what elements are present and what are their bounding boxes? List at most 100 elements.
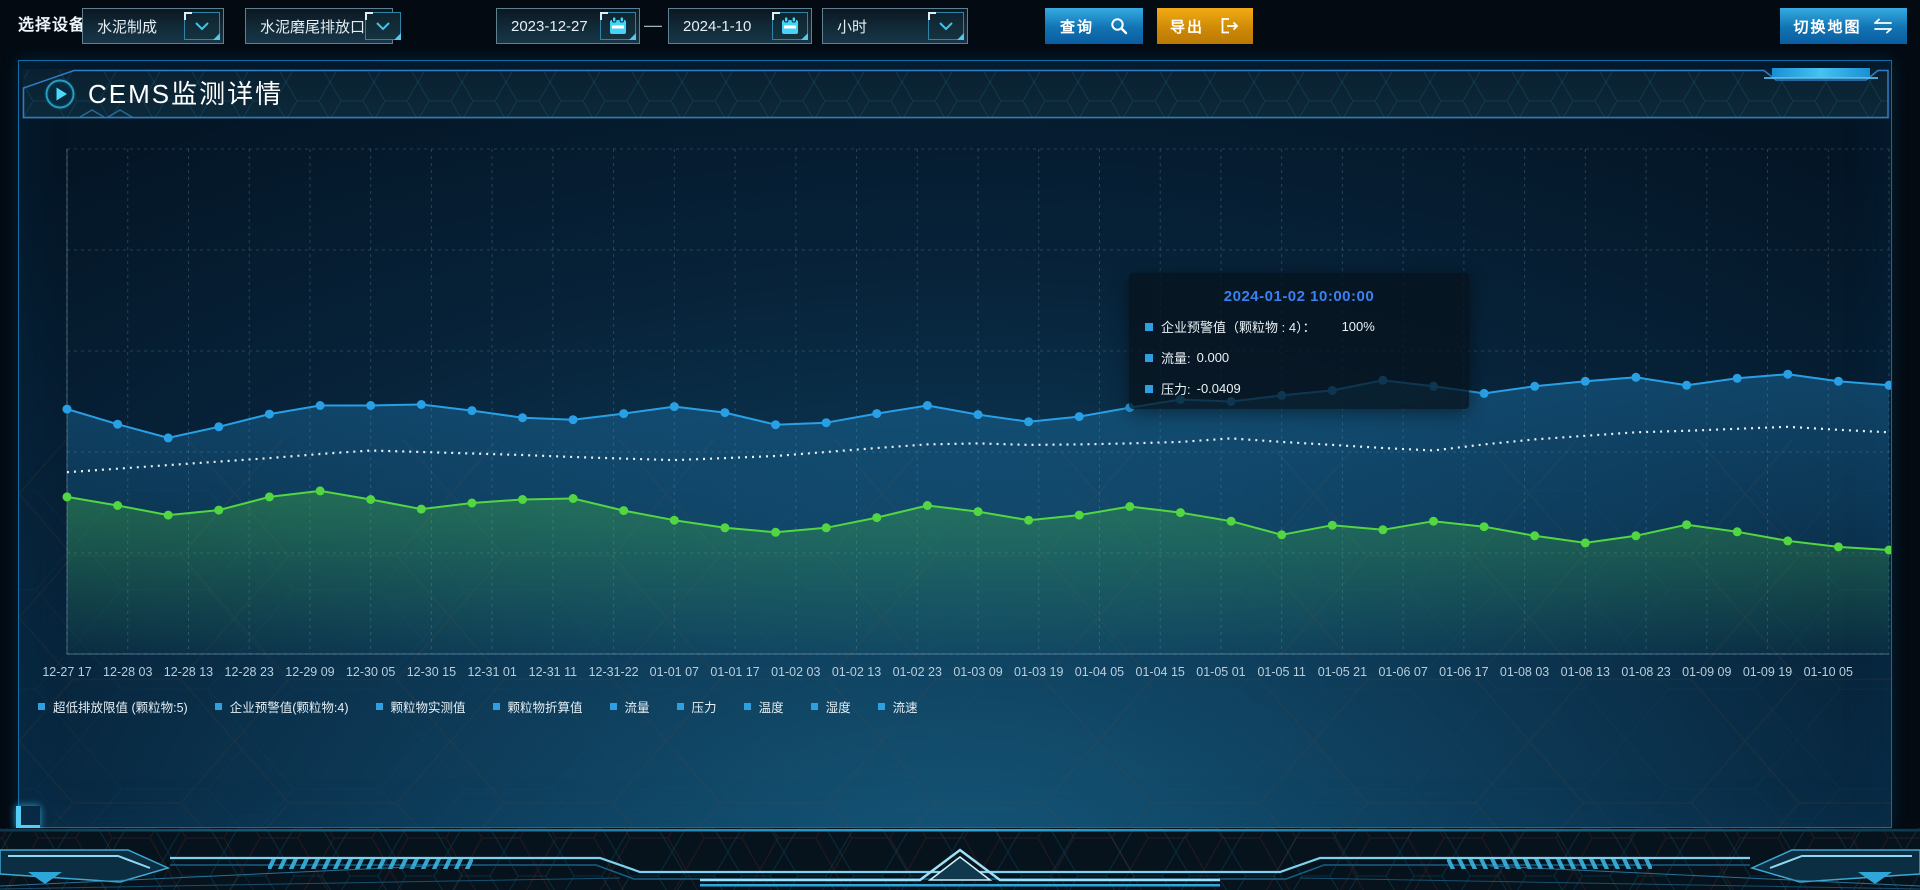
legend-label: 颗粒物折算值 (507, 701, 583, 715)
svg-text:12-30 05: 12-30 05 (346, 665, 395, 679)
legend-item[interactable]: 超低排放限值 (颗粒物:5) (38, 697, 188, 716)
end-date-calendar-toggle[interactable] (772, 12, 808, 40)
svg-text:12-29 09: 12-29 09 (285, 665, 334, 679)
svg-text:12-31 01: 12-31 01 (467, 665, 516, 679)
cems-detail-panel: CEMS监测详情 12-27 17 12-28 03 12-28 13 12-28 2… (16, 60, 1892, 830)
svg-text:12-31 11: 12-31 11 (529, 665, 577, 679)
svg-text:01-01 07: 01-01 07 (650, 665, 699, 679)
calendar-icon (610, 16, 626, 34)
legend-marker (676, 703, 684, 710)
interval-select[interactable]: 小时 (822, 8, 968, 44)
chevron-down-icon (376, 21, 390, 30)
outlet-select[interactable]: 水泥磨尾排放口 (245, 8, 402, 44)
svg-text:01-04 15: 01-04 15 (1136, 665, 1185, 679)
switch-map-button-label: 切换地图 (1793, 18, 1862, 36)
panel-title-bar: CEMS监测详情 (22, 68, 1890, 119)
svg-text:01-05 11: 01-05 11 (1257, 665, 1305, 679)
svg-text:01-01 17: 01-01 17 (710, 665, 759, 679)
date-range-separator: — (644, 15, 662, 35)
query-button[interactable]: 查询 (1045, 8, 1143, 44)
tooltip-row-flow: 流量: 0.000 (1145, 348, 1469, 367)
legend-label: 超低排放限值 (颗粒物:5) (53, 701, 188, 715)
svg-text:12-28 13: 12-28 13 (164, 665, 213, 679)
chart-legend: 超低排放限值 (颗粒物:5) 企业预警值(颗粒物:4) 颗粒物实测值 颗粒物折算值 流量… (38, 697, 918, 716)
svg-text:12-28 23: 12-28 23 (225, 665, 274, 679)
legend-label: 颗粒物实测值 (390, 701, 466, 715)
device-type-dropdown-toggle[interactable] (184, 12, 220, 40)
panel-corner-accent (16, 806, 40, 830)
title-bar-border (22, 68, 1889, 119)
calendar-icon (782, 16, 798, 34)
legend-marker (375, 703, 383, 710)
export-button[interactable]: 导出 (1157, 8, 1253, 44)
svg-text:01-05 21: 01-05 21 (1318, 665, 1367, 679)
bottom-tech-border (0, 828, 1920, 890)
tooltip-warning-label: 企业预警值（颗粒物 : 4）： (1161, 320, 1316, 335)
end-date-input[interactable]: 2024-1-10 (668, 8, 812, 44)
tooltip-row-warning: 企业预警值（颗粒物 : 4）： 100% (1145, 317, 1469, 336)
legend-label: 企业预警值(颗粒物:4) (229, 701, 349, 715)
legend-item[interactable]: 颗粒物实测值 (375, 697, 466, 716)
legend-item[interactable]: 颗粒物折算值 (492, 697, 583, 716)
tooltip-pressure-value: -0.0409 (1196, 381, 1241, 396)
tooltip-flow-value: 0.000 (1196, 350, 1230, 365)
start-date-input[interactable]: 2023-12-27 (496, 8, 640, 44)
legend-label: 湿度 (825, 701, 851, 715)
legend-item[interactable]: 流速 (877, 697, 918, 716)
svg-text:01-02 13: 01-02 13 (832, 665, 881, 679)
chevron-down-icon (939, 21, 953, 30)
svg-text:01-08 13: 01-08 13 (1561, 665, 1610, 679)
legend-label: 压力 (691, 701, 717, 715)
legend-item[interactable]: 湿度 (810, 697, 851, 716)
swap-arrows-icon (1873, 18, 1892, 34)
play-icon (44, 78, 76, 110)
svg-text:01-02 03: 01-02 03 (771, 665, 820, 679)
legend-label: 流量 (624, 701, 650, 715)
query-button-label: 查询 (1059, 18, 1094, 36)
svg-text:01-03 19: 01-03 19 (1014, 665, 1063, 679)
svg-text:12-30 15: 12-30 15 (407, 665, 456, 679)
svg-text:01-05 01: 01-05 01 (1196, 665, 1245, 679)
legend-label: 温度 (758, 701, 784, 715)
legend-item[interactable]: 流量 (609, 697, 650, 716)
legend-marker (214, 703, 222, 710)
svg-text:01-08 03: 01-08 03 (1500, 665, 1549, 679)
svg-text:01-08 23: 01-08 23 (1621, 665, 1670, 679)
legend-item[interactable]: 温度 (743, 697, 784, 716)
legend-marker (877, 703, 885, 710)
tooltip-timestamp: 2024-01-02 10:00:00 (1223, 288, 1375, 305)
legend-item[interactable]: 压力 (676, 697, 717, 716)
legend-item[interactable]: 企业预警值(颗粒物:4) (214, 697, 349, 716)
start-date-value: 2023-12-27 (511, 17, 588, 35)
switch-map-button[interactable]: 切换地图 (1780, 8, 1907, 44)
cems-line-chart[interactable]: 12-27 17 12-28 03 12-28 13 12-28 23 12-29 09… (19, 121, 1891, 741)
series-2 (62, 486, 1891, 654)
svg-text:01-04 05: 01-04 05 (1075, 665, 1124, 679)
legend-marker (609, 703, 617, 710)
end-date-value: 2024-1-10 (683, 17, 752, 35)
outlet-value: 水泥磨尾排放口 (260, 18, 366, 36)
export-icon (1221, 18, 1239, 34)
outlet-dropdown-toggle[interactable] (365, 12, 402, 40)
panel-title: CEMS监测详情 (88, 79, 284, 109)
svg-text:01-03 09: 01-03 09 (953, 665, 1002, 679)
x-axis-labels: 12-27 17 12-28 03 12-28 13 12-28 23 12-29 09… (42, 665, 1853, 679)
svg-text:01-09 19: 01-09 19 (1743, 665, 1792, 679)
interval-dropdown-toggle[interactable] (928, 12, 964, 40)
legend-marker (38, 703, 45, 710)
chart-tooltip: 2024-01-02 10:00:00 企业预警值（颗粒物 : 4）： 100%… (1129, 273, 1469, 409)
tooltip-pressure-label: 压力: (1161, 382, 1191, 397)
legend-marker (810, 703, 818, 710)
device-type-select[interactable]: 水泥制成 (82, 8, 224, 44)
svg-text:01-09 09: 01-09 09 (1682, 665, 1731, 679)
svg-text:12-31-22: 12-31-22 (589, 665, 639, 679)
tooltip-flow-label: 流量: (1161, 351, 1191, 366)
device-select-label: 选择设备 (18, 17, 87, 34)
tooltip-warning-value: 100% (1341, 319, 1375, 334)
series-marker (1145, 384, 1153, 393)
tooltip-row-pressure: 压力: -0.0409 (1145, 379, 1469, 398)
svg-text:12-28 03: 12-28 03 (103, 665, 152, 679)
legend-marker (492, 703, 500, 710)
start-date-calendar-toggle[interactable] (600, 12, 636, 40)
